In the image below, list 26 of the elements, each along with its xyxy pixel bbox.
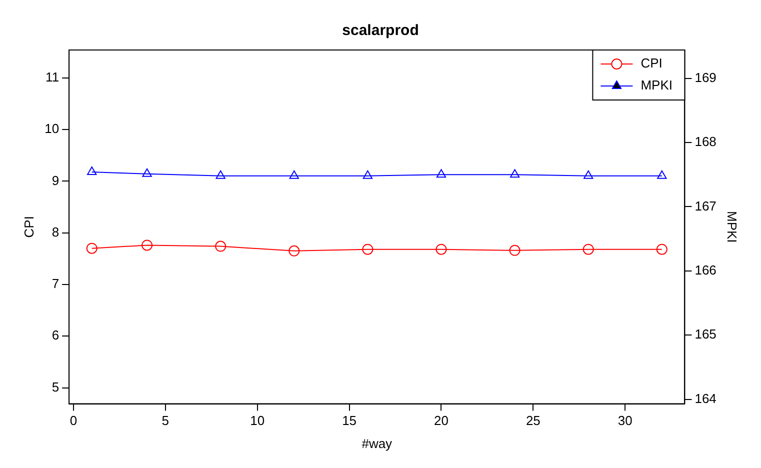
x-tick-label: 25 bbox=[526, 413, 540, 428]
y2-axis-title: MPKI bbox=[724, 211, 740, 243]
y2-tick-label: 164 bbox=[694, 390, 716, 406]
chart-title: scalarprod bbox=[342, 22, 419, 40]
y-tick-label: 5 bbox=[52, 379, 60, 394]
y2-tick-label: 168 bbox=[694, 134, 716, 150]
y2-tick-label: 167 bbox=[694, 198, 716, 214]
y-tick-label: 8 bbox=[52, 224, 60, 240]
y2-tick-label: 165 bbox=[694, 326, 716, 342]
y-tick-label: 6 bbox=[52, 328, 60, 343]
y-tick-label: 11 bbox=[46, 69, 60, 84]
y-axis-title: CPI bbox=[21, 216, 36, 238]
x-tick-label: 5 bbox=[162, 413, 170, 428]
x-tick-label: 15 bbox=[342, 413, 357, 428]
y2-tick-label: 166 bbox=[694, 262, 716, 278]
x-axis-title: #way bbox=[362, 436, 393, 451]
y-tick-label: 7 bbox=[52, 276, 60, 292]
legend-label: MPKI bbox=[640, 78, 673, 93]
x-tick-label: 0 bbox=[70, 413, 78, 428]
y2-tick-label: 169 bbox=[694, 70, 716, 85]
y-tick-label: 9 bbox=[52, 172, 60, 188]
x-tick-label: 30 bbox=[618, 413, 632, 428]
x-tick-label: 10 bbox=[250, 413, 265, 428]
x-tick-label: 20 bbox=[434, 413, 448, 428]
y-tick-label: 10 bbox=[44, 121, 60, 136]
legend-label: CPI bbox=[640, 56, 662, 71]
